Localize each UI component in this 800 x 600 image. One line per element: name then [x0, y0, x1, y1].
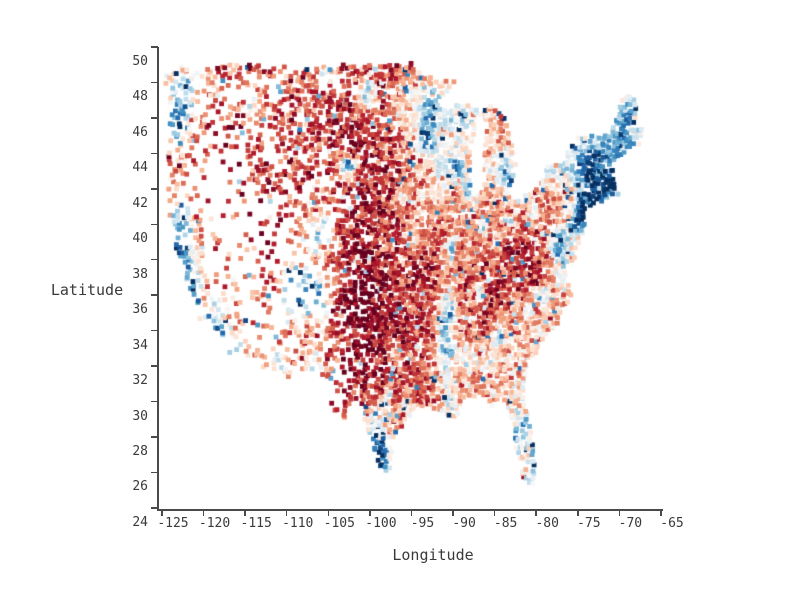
y-tick-mark — [151, 329, 158, 332]
x-tick-mark — [577, 509, 579, 516]
x-tick-mark — [452, 509, 454, 516]
y-tick-label: 30 — [132, 408, 148, 424]
x-tick-mark — [618, 509, 621, 516]
y-tick-label: 26 — [132, 479, 148, 495]
y-axis-title: Latitude — [50, 281, 124, 299]
y-tick-mark — [151, 365, 158, 367]
y-tick-mark — [151, 436, 158, 438]
x-tick-mark — [161, 509, 163, 516]
x-tick-mark — [202, 509, 205, 516]
x-tick-label: -65 — [660, 516, 684, 531]
x-tick-label: -115 — [240, 516, 272, 531]
y-tick-label: 32 — [132, 373, 148, 389]
y-tick-label: 44 — [132, 160, 148, 176]
y-tick-mark — [151, 117, 158, 119]
x-tick-label: -100 — [365, 516, 397, 531]
y-tick-mark — [151, 258, 158, 261]
y-tick-mark — [151, 152, 158, 155]
x-tick-mark — [369, 509, 371, 516]
y-tick-label: 24 — [132, 514, 148, 530]
x-tick-label: -70 — [618, 516, 643, 531]
x-tick-mark — [493, 509, 496, 516]
x-tick-label: -80 — [535, 516, 559, 531]
x-tick-mark — [285, 509, 288, 516]
y-tick-mark — [151, 188, 158, 190]
y-axis-spine — [157, 47, 159, 510]
y-tick-label: 42 — [132, 195, 148, 211]
y-tick-mark — [151, 223, 158, 226]
x-tick-label: -85 — [493, 516, 518, 531]
x-tick-label: -105 — [323, 516, 355, 531]
x-tick-label: -90 — [452, 516, 476, 531]
x-tick-label: -120 — [198, 516, 231, 531]
y-tick-label: 40 — [132, 231, 148, 247]
y-tick-mark — [151, 471, 158, 474]
x-tick-mark — [535, 509, 537, 516]
y-tick-label: 48 — [132, 89, 148, 105]
x-axis-spine — [157, 509, 663, 511]
x-tick-label: -95 — [410, 516, 435, 531]
x-tick-mark — [327, 509, 330, 516]
y-tick-mark — [151, 46, 158, 48]
y-tick-label: 28 — [132, 444, 148, 460]
y-tick-label: 34 — [132, 337, 148, 353]
x-tick-mark — [244, 509, 246, 516]
y-tick-label: 46 — [132, 124, 148, 140]
x-tick-mark — [410, 509, 413, 516]
y-tick-label: 50 — [132, 54, 148, 69]
x-axis-title: Longitude — [392, 546, 474, 564]
y-tick-label: 38 — [132, 266, 148, 282]
x-tick-label: -125 — [157, 516, 189, 531]
y-tick-mark — [151, 507, 158, 509]
x-tick-label: -110 — [282, 516, 314, 531]
y-tick-mark — [151, 81, 158, 84]
y-tick-mark — [151, 294, 158, 296]
x-tick-mark — [660, 509, 662, 516]
y-tick-label: 36 — [132, 302, 148, 318]
y-tick-mark — [151, 400, 158, 403]
x-tick-label: -75 — [577, 516, 601, 531]
